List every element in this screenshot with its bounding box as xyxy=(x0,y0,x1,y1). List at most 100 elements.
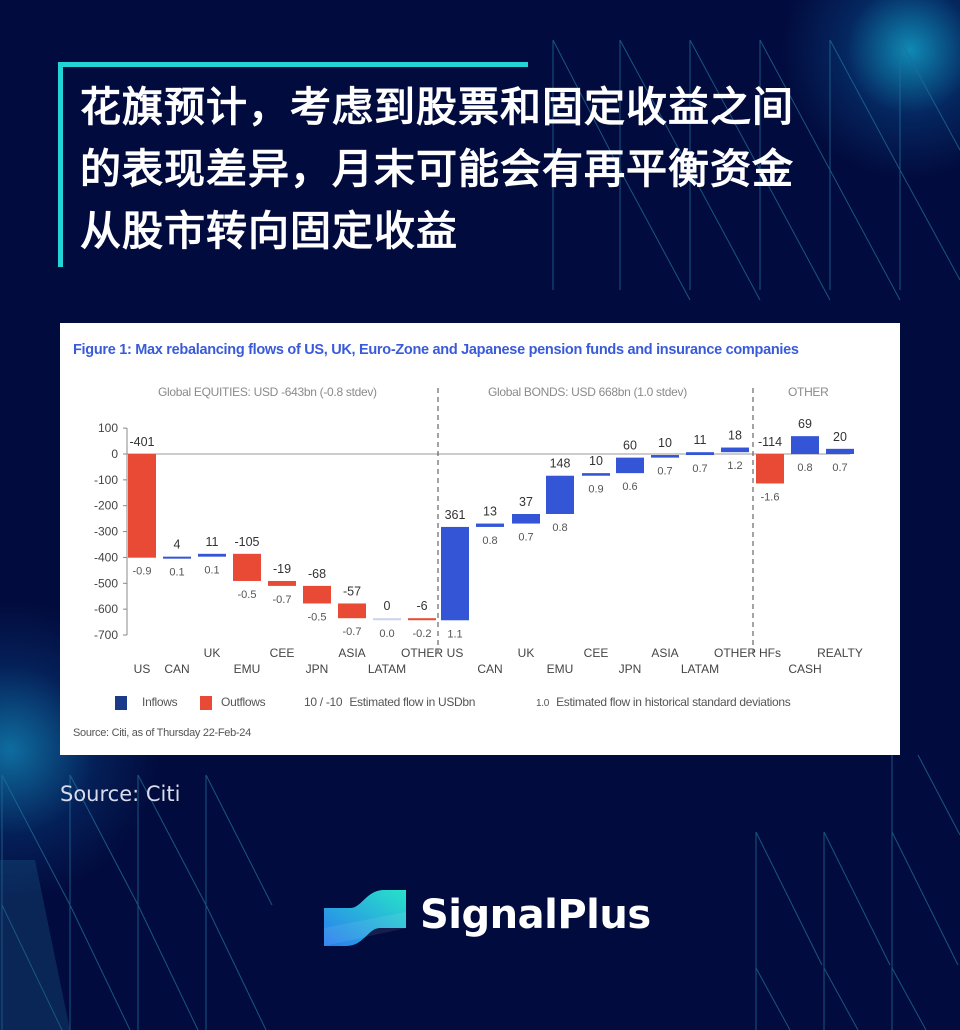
bar-value-label: -57 xyxy=(343,584,361,598)
bar-value-label: 361 xyxy=(445,508,466,522)
x-tick-label: UK xyxy=(518,646,535,660)
bar-stdev-label: 1.2 xyxy=(727,460,742,472)
y-tick-label: -700 xyxy=(94,628,118,642)
x-tick-label: HFs xyxy=(759,646,781,660)
section-label-equities: Global EQUITIES: USD -643bn (-0.8 stdev) xyxy=(158,385,377,399)
bar-value-label: -6 xyxy=(416,599,427,613)
bar-stdev-label: 0.7 xyxy=(832,462,847,474)
bar-value-label: 11 xyxy=(206,535,219,549)
x-tick-label: JPN xyxy=(306,662,329,676)
bar-value-label: 69 xyxy=(798,417,812,431)
bar-value-label: -19 xyxy=(273,562,291,576)
headline-accent-top xyxy=(58,62,528,67)
bar-hfs xyxy=(756,454,784,484)
y-tick-label: -400 xyxy=(94,550,118,564)
headline-line-1: 花旗预计，考虑到股票和固定收益之间 xyxy=(80,83,794,131)
y-tick-label: -600 xyxy=(94,602,118,616)
x-tick-label: REALTY xyxy=(817,646,863,660)
y-tick-label: -200 xyxy=(94,499,118,513)
x-tick-label: CEE xyxy=(270,646,295,660)
bar-value-label: -68 xyxy=(308,567,326,581)
bar-cee xyxy=(268,580,296,586)
bar-value-label: -401 xyxy=(129,435,154,449)
headline-block: 花旗预计，考虑到股票和固定收益之间 的表现差异，月末可能会有再平衡资金 从股市转… xyxy=(58,62,888,267)
y-tick-label: 100 xyxy=(98,421,118,435)
bar-value-label: 11 xyxy=(694,433,707,447)
legend-outflows: Outflows xyxy=(200,695,266,710)
headline: 花旗预计，考虑到股票和固定收益之间 的表现差异，月末可能会有再平衡资金 从股市转… xyxy=(80,76,900,262)
bar-value-label: 20 xyxy=(833,430,847,444)
bar-value-label: 18 xyxy=(728,429,742,443)
bar-value-label: 13 xyxy=(483,505,497,519)
bar-stdev-label: -0.5 xyxy=(238,589,257,601)
bar-uk xyxy=(198,553,226,557)
y-tick-label: 0 xyxy=(111,447,118,461)
x-tick-label: EMU xyxy=(547,662,574,676)
y-tick-label: -300 xyxy=(94,525,118,539)
x-tick-label: LATAM xyxy=(368,662,406,676)
brand-name: SignalPlus xyxy=(420,892,651,938)
bar-can xyxy=(476,523,504,527)
x-tick-label: CAN xyxy=(477,662,502,676)
bar-stdev-label: 0.0 xyxy=(379,628,394,640)
x-tick-label: EMU xyxy=(234,662,261,676)
bar-us xyxy=(441,526,469,621)
legend-swatch-inflows xyxy=(115,695,127,710)
bar-asia xyxy=(338,603,366,619)
bar-realty xyxy=(826,448,854,454)
figure-title: Figure 1: Max rebalancing flows of US, U… xyxy=(73,342,799,358)
bar-emu xyxy=(233,553,261,581)
bar-other xyxy=(408,618,436,621)
headline-line-3: 从股市转向固定收益 xyxy=(80,207,458,255)
legend-usd: 10 / -10 Estimated flow in USDbn xyxy=(304,695,476,709)
x-tick-label: ASIA xyxy=(651,646,678,660)
bar-value-label: 37 xyxy=(519,495,533,509)
x-tick-label: CAN xyxy=(164,662,189,676)
bar-stdev-label: 1.1 xyxy=(447,628,462,640)
bar-us xyxy=(128,454,156,558)
bar-stdev-label: 0.1 xyxy=(204,565,219,577)
bar-emu xyxy=(546,475,574,514)
x-tick-label: CASH xyxy=(788,662,821,676)
bar-value-label: 10 xyxy=(658,436,672,450)
bar-stdev-label: -0.2 xyxy=(413,628,432,640)
bar-stdev-label: -0.5 xyxy=(308,611,327,623)
bar-stdev-label: 0.7 xyxy=(518,532,533,544)
brand-logo: SignalPlus xyxy=(322,888,651,950)
bar-stdev-label: 0.8 xyxy=(482,535,497,547)
y-tick-label: -500 xyxy=(94,576,118,590)
x-tick-label: LATAM xyxy=(681,662,719,676)
bar-stdev-label: 0.1 xyxy=(169,567,184,579)
bar-value-label: 4 xyxy=(174,538,181,552)
bar-value-label: 60 xyxy=(623,439,637,453)
bar-stdev-label: -1.6 xyxy=(761,491,780,503)
bar-latam xyxy=(686,452,714,456)
bar-latam xyxy=(373,618,401,621)
x-tick-label: OTHER xyxy=(714,646,756,660)
bar-value-label: -114 xyxy=(758,435,782,449)
bar-asia xyxy=(651,455,679,458)
legend-stdev: 1.0 Estimated flow in historical standar… xyxy=(536,695,791,709)
bar-stdev-label: 0.8 xyxy=(797,462,812,474)
caption-source: Source: Citi xyxy=(60,782,181,806)
bar-stdev-label: 0.7 xyxy=(657,466,672,478)
bar-other xyxy=(721,447,749,453)
x-tick-label: CEE xyxy=(584,646,609,660)
x-tick-label: US xyxy=(134,662,151,676)
bar-value-label: 10 xyxy=(589,454,603,468)
waterfall-chart: 1000-100-200-300-400-500-600-700-401-0.9… xyxy=(94,388,863,676)
legend-swatch-outflows xyxy=(200,695,212,710)
bar-stdev-label: -0.7 xyxy=(343,626,362,638)
x-tick-label: UK xyxy=(204,646,221,660)
x-tick-label: ASIA xyxy=(338,646,365,660)
x-tick-label: JPN xyxy=(619,662,642,676)
bar-value-label: -105 xyxy=(234,535,259,549)
chart-card: Figure 1: Max rebalancing flows of US, U… xyxy=(60,323,900,755)
y-tick-label: -100 xyxy=(94,473,118,487)
legend-inflows: Inflows xyxy=(115,695,178,710)
bar-value-label: 0 xyxy=(384,599,391,613)
bar-stdev-label: 0.7 xyxy=(692,463,707,475)
bar-value-label: 148 xyxy=(550,457,571,471)
section-label-bonds: Global BONDS: USD 668bn (1.0 stdev) xyxy=(488,385,687,399)
